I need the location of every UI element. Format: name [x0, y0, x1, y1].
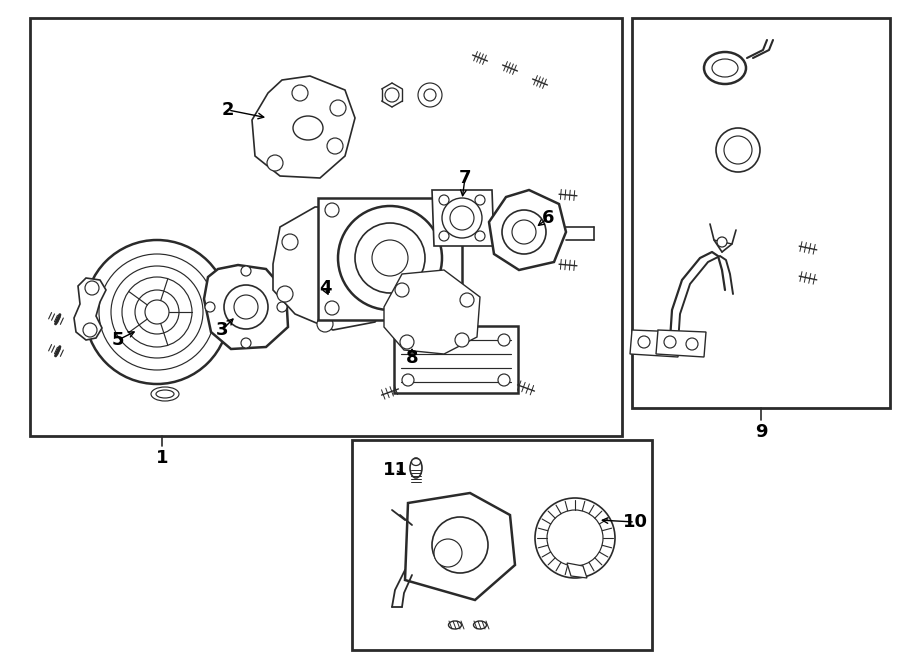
- Ellipse shape: [704, 52, 746, 84]
- Text: 10: 10: [623, 513, 647, 531]
- Bar: [352, 440, 652, 650]
- Text: 2: 2: [221, 101, 234, 119]
- Circle shape: [717, 237, 727, 247]
- Bar: [632, 18, 890, 408]
- Ellipse shape: [293, 116, 323, 140]
- Ellipse shape: [156, 390, 174, 398]
- Circle shape: [400, 335, 414, 349]
- Text: 5: 5: [112, 331, 124, 349]
- Circle shape: [135, 290, 179, 334]
- Circle shape: [660, 338, 672, 350]
- Circle shape: [512, 220, 536, 244]
- Circle shape: [267, 155, 283, 171]
- Circle shape: [224, 285, 268, 329]
- Circle shape: [724, 136, 752, 164]
- Circle shape: [418, 83, 442, 107]
- Circle shape: [424, 89, 436, 101]
- Circle shape: [547, 510, 603, 566]
- Circle shape: [664, 336, 676, 348]
- Circle shape: [277, 302, 287, 312]
- Circle shape: [402, 374, 414, 386]
- Circle shape: [325, 301, 339, 315]
- Circle shape: [450, 206, 474, 230]
- Ellipse shape: [151, 387, 179, 401]
- Circle shape: [241, 338, 251, 348]
- Ellipse shape: [410, 458, 422, 478]
- Circle shape: [369, 236, 385, 252]
- Polygon shape: [567, 563, 587, 578]
- Circle shape: [460, 293, 474, 307]
- Circle shape: [395, 283, 409, 297]
- Circle shape: [111, 266, 203, 358]
- Circle shape: [372, 240, 408, 276]
- Polygon shape: [489, 190, 566, 270]
- Ellipse shape: [411, 459, 420, 465]
- Text: 6: 6: [542, 209, 554, 227]
- Circle shape: [686, 338, 698, 350]
- Text: 4: 4: [319, 279, 331, 297]
- Circle shape: [502, 210, 546, 254]
- Circle shape: [402, 334, 414, 346]
- Circle shape: [327, 138, 343, 154]
- Circle shape: [432, 517, 488, 573]
- Circle shape: [498, 374, 510, 386]
- Circle shape: [439, 195, 449, 205]
- Text: 1: 1: [156, 449, 168, 467]
- Bar: [30, 18, 622, 436]
- Circle shape: [434, 539, 462, 567]
- Ellipse shape: [712, 59, 738, 77]
- Circle shape: [85, 240, 229, 384]
- Polygon shape: [394, 326, 518, 393]
- Polygon shape: [630, 330, 680, 357]
- Circle shape: [277, 286, 293, 302]
- Circle shape: [122, 277, 192, 347]
- Circle shape: [355, 223, 425, 293]
- Circle shape: [441, 203, 455, 217]
- Circle shape: [385, 88, 399, 102]
- Circle shape: [716, 128, 760, 172]
- Circle shape: [498, 334, 510, 346]
- Circle shape: [325, 203, 339, 217]
- Circle shape: [234, 295, 258, 319]
- Circle shape: [439, 231, 449, 241]
- Circle shape: [292, 85, 308, 101]
- Polygon shape: [432, 190, 494, 246]
- Text: 3: 3: [216, 321, 229, 339]
- Circle shape: [317, 316, 333, 332]
- Polygon shape: [273, 207, 400, 330]
- Circle shape: [375, 289, 391, 305]
- Polygon shape: [204, 265, 288, 349]
- Circle shape: [475, 231, 485, 241]
- Polygon shape: [384, 270, 480, 354]
- Circle shape: [83, 323, 97, 337]
- Text: 9: 9: [755, 423, 767, 441]
- Circle shape: [455, 333, 469, 347]
- Text: 11: 11: [382, 461, 408, 479]
- Polygon shape: [74, 278, 106, 340]
- Circle shape: [638, 336, 650, 348]
- Polygon shape: [252, 76, 355, 178]
- Ellipse shape: [473, 621, 487, 629]
- Polygon shape: [405, 493, 515, 600]
- Polygon shape: [318, 198, 462, 320]
- Text: 8: 8: [406, 349, 419, 367]
- Circle shape: [330, 100, 346, 116]
- Text: 7: 7: [459, 169, 472, 187]
- Circle shape: [441, 301, 455, 315]
- Circle shape: [145, 300, 169, 324]
- Circle shape: [442, 198, 482, 238]
- Circle shape: [475, 195, 485, 205]
- Circle shape: [338, 206, 442, 310]
- Circle shape: [535, 498, 615, 578]
- Circle shape: [205, 302, 215, 312]
- Circle shape: [85, 281, 99, 295]
- Circle shape: [99, 254, 215, 370]
- Circle shape: [282, 234, 298, 250]
- Circle shape: [241, 266, 251, 276]
- Ellipse shape: [448, 621, 462, 629]
- Polygon shape: [656, 330, 706, 357]
